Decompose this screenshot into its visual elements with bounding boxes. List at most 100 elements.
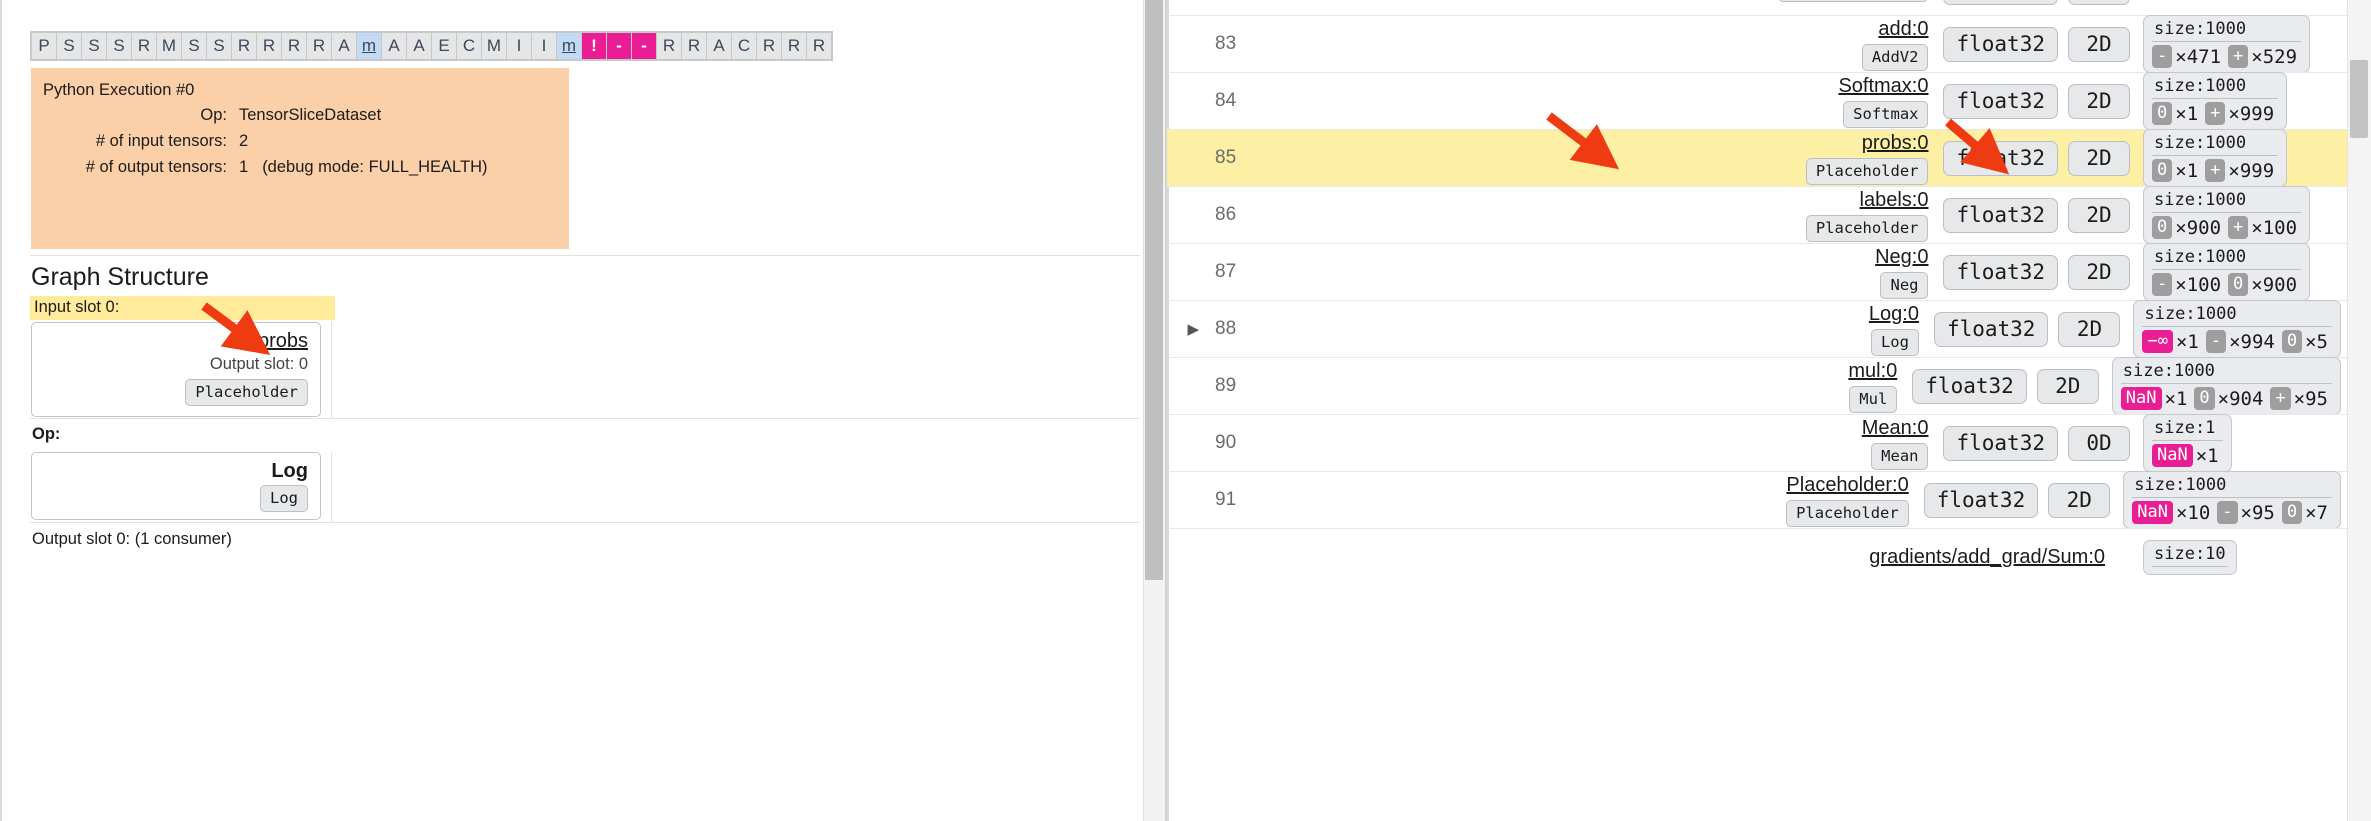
timeline-cell[interactable]: R — [807, 33, 831, 59]
execution-row[interactable]: 86 labels:0 Placeholder float32 2D size:1000 0… — [1167, 186, 2349, 244]
execution-row[interactable]: 87 Neg:0 Neg float32 2D size:1000 - ×100 0 ×900 — [1167, 243, 2349, 301]
timeline-cell[interactable]: R — [657, 33, 681, 59]
op-node-card[interactable]: Log Log — [31, 452, 321, 520]
health-category-count: ×529 — [2251, 45, 2298, 68]
timeline-cell[interactable]: A — [332, 33, 356, 59]
dtype-chip: float32 — [1933, 311, 2049, 347]
timeline-cell[interactable]: A — [382, 33, 406, 59]
op-type-chip: Log — [1870, 328, 1919, 356]
timeline-cell[interactable]: R — [682, 33, 706, 59]
timeline-cell[interactable]: A — [707, 33, 731, 59]
tensor-health-pill[interactable]: size:1000 −∞ ×1- ×994 0 ×5 — [2133, 300, 2341, 358]
timeline-cell[interactable]: S — [182, 33, 206, 59]
timeline-cell[interactable]: R — [257, 33, 281, 59]
execution-row[interactable]: 84 Softmax:0 Softmax float32 2D size:1000 0 ×1 +… — [1167, 72, 2349, 130]
health-counts: 0 ×900 + ×100 — [2152, 213, 2301, 239]
timeline-cell[interactable]: R — [307, 33, 331, 59]
timeline-cell[interactable]: R — [282, 33, 306, 59]
timeline-cell-label: R — [812, 36, 826, 55]
timeline-cell-label: S — [188, 36, 200, 55]
timeline-cell[interactable]: P — [32, 33, 56, 59]
tensor-name-link[interactable]: Softmax:0 — [1838, 74, 1929, 97]
execution-row[interactable]: 89 mul:0 Mul float32 2D size:1000 NaN ×1 0 ×904 + ×… — [1167, 357, 2349, 415]
timeline-cell[interactable]: - — [607, 33, 631, 59]
timeline-cell[interactable]: S — [82, 33, 106, 59]
execution-row[interactable]: ▶ 88 Log:0 Log float32 2D size:1000 −∞ ×1- ×994 0 ×… — [1167, 300, 2349, 358]
timeline-cell[interactable]: - — [632, 33, 656, 59]
timeline-cell[interactable]: C — [457, 33, 481, 59]
tensor-name-link[interactable]: probs:0 — [1861, 131, 1929, 154]
timeline-cell-label: R — [312, 36, 326, 55]
tensor-health-pill[interactable]: size:1000 NaN ×10- ×95 0 ×7 — [2123, 471, 2341, 529]
tensor-name-link[interactable]: labels:0 — [1859, 188, 1929, 211]
rank-chip: 2D — [2068, 197, 2130, 233]
tensor-health-pill[interactable]: size:1000 NaN ×1 0 ×904 + ×95 — [2111, 357, 2341, 415]
tensor-name-link[interactable]: Log:0 — [1868, 302, 1919, 325]
timeline-cell[interactable]: M — [482, 33, 506, 59]
tensor-name-link[interactable]: Neg:0 — [1875, 245, 1929, 268]
timeline-cell[interactable]: R — [782, 33, 806, 59]
tensor-health-pill[interactable]: size:1000 0 ×1 + ×999 — [2143, 129, 2288, 187]
input-node-name[interactable]: probs — [257, 330, 308, 352]
execution-op-value: TensorSliceDataset — [239, 106, 382, 124]
execution-list-pane: ReadVariableOp float32 1D 83 add:0 AddV2 float… — [1165, 0, 2371, 821]
health-category-badge: 0 — [2152, 102, 2173, 125]
timeline-cell[interactable]: m — [557, 33, 581, 59]
op-type-chip: Softmax — [1843, 100, 1929, 128]
rank-cell: 2D — [2063, 83, 2135, 119]
tensor-health-pill[interactable]: size:1 NaN ×1 — [2143, 414, 2232, 472]
tensor-health-pill[interactable]: size:1000 0 ×900 + ×100 — [2143, 186, 2311, 244]
execution-row[interactable]: 85 probs:0 Placeholder float32 2D size:1000 0 ×… — [1167, 129, 2349, 187]
tensor-name-link[interactable]: gradients/add_grad/Sum:0 — [1869, 545, 2105, 568]
timeline-cell[interactable]: S — [57, 33, 81, 59]
tensor-health-pill[interactable]: size:1000 - ×471 + ×529 — [2143, 15, 2311, 73]
tensor-name-link[interactable]: mul:0 — [1848, 359, 1898, 382]
op-type-chip: Placeholder — [1805, 214, 1929, 242]
timeline-cell-label: M — [486, 36, 502, 55]
left-pane-scrollbar-track[interactable] — [1143, 0, 1165, 821]
execution-op-key: Op: — [200, 106, 227, 124]
tensor-name-link[interactable]: Placeholder:0 — [1786, 473, 1909, 496]
right-pane-scrollbar-track[interactable] — [2347, 0, 2371, 821]
right-pane-scrollbar-thumb[interactable] — [2350, 60, 2368, 138]
execution-row[interactable]: gradients/add_grad/Sum:0 size:10 — [1167, 528, 2349, 585]
health-category-badge: NaN — [2120, 387, 2162, 410]
tensor-name-cell: mul:0 Mul — [1287, 360, 1907, 413]
input-node-card[interactable]: probs Output slot: 0 Placeholder — [31, 322, 321, 417]
timeline-cell[interactable]: m — [357, 33, 381, 59]
expand-triangle-icon[interactable]: ▶ — [1187, 321, 1199, 338]
tensor-health-pill[interactable]: size:10 — [2143, 539, 2237, 575]
timeline-cell[interactable]: I — [532, 33, 556, 59]
timeline-cell[interactable]: A — [407, 33, 431, 59]
execution-row[interactable]: 90 Mean:0 Mean float32 0D size:1 NaN ×1 — [1167, 414, 2349, 472]
timeline-cell[interactable]: ! — [582, 33, 606, 59]
health-pill-cell: size:1000 0 ×900 + ×100 — [2135, 186, 2343, 244]
timeline-cell[interactable]: R — [757, 33, 781, 59]
timeline-cell[interactable]: M — [157, 33, 181, 59]
tensor-name-link[interactable]: Mean:0 — [1861, 416, 1929, 439]
timeline-cell[interactable]: I — [507, 33, 531, 59]
health-category-count: ×95 — [2240, 501, 2275, 524]
dtype-chip: float32 — [1923, 482, 2039, 518]
rank-cell: 2D — [2043, 482, 2115, 518]
health-category-badge: 0 — [2194, 387, 2215, 410]
execution-row[interactable]: 83 add:0 AddV2 float32 2D size:1000 - ×471 + ×529 — [1167, 15, 2349, 73]
left-pane-scrollbar-thumb[interactable] — [1145, 0, 1163, 580]
tensor-name-link[interactable]: add:0 — [1878, 17, 1929, 40]
execution-row[interactable]: 91 Placeholder:0 Placeholder float32 2D size:… — [1167, 471, 2349, 529]
timeline-cell[interactable]: S — [207, 33, 231, 59]
timeline-cell[interactable]: C — [732, 33, 756, 59]
timeline-cell[interactable]: E — [432, 33, 456, 59]
timeline-cell-label: I — [541, 36, 547, 55]
execution-row[interactable]: ReadVariableOp float32 1D — [1167, 0, 2349, 15]
timeline-cell[interactable]: R — [132, 33, 156, 59]
timeline-cell[interactable]: R — [232, 33, 256, 59]
rank-cell: 0D — [2063, 425, 2135, 461]
tensor-health-pill[interactable]: size:1000 - ×100 0 ×900 — [2143, 243, 2311, 301]
timeline-cell[interactable]: S — [107, 33, 131, 59]
tensor-health-pill[interactable]: size:1000 0 ×1 + ×999 — [2143, 72, 2288, 130]
rank-chip: 2D — [2036, 368, 2099, 404]
